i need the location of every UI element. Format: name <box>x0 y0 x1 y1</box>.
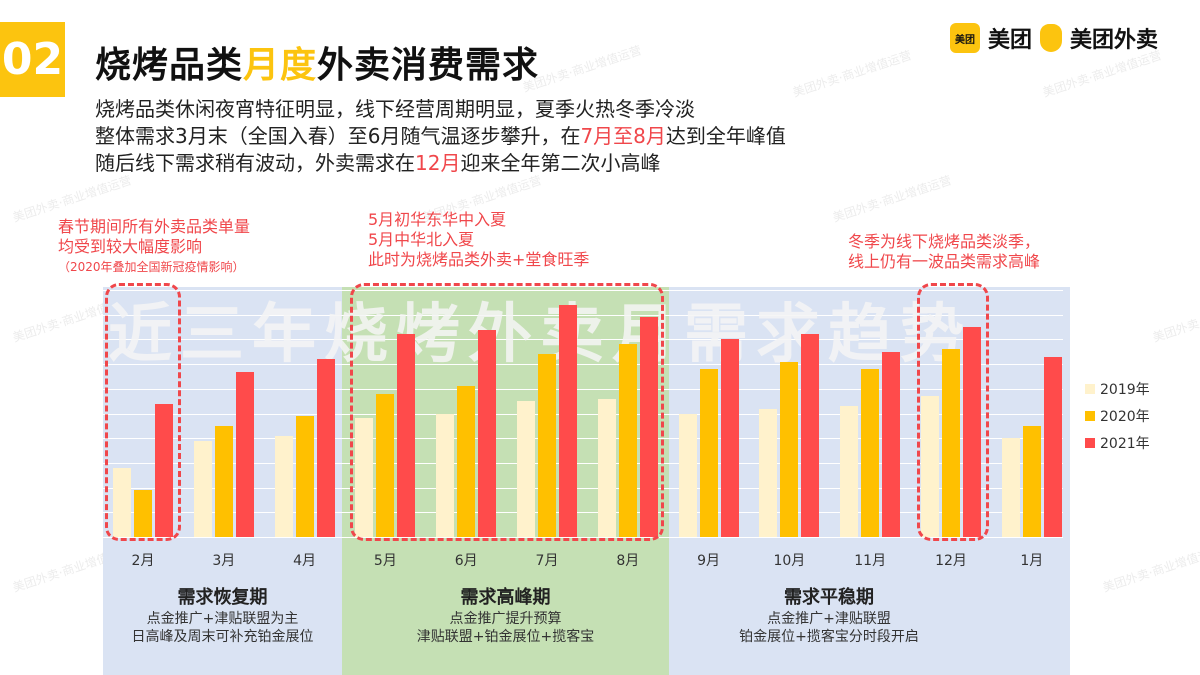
x-tick-label: 2月 <box>131 553 155 569</box>
bar-2019年-1月 <box>1001 438 1020 537</box>
bar-2021年-10月 <box>801 334 820 537</box>
waimai-bunny-icon <box>1040 24 1063 52</box>
bar-2019年-6月 <box>436 413 455 537</box>
bar-2020年-1月 <box>1022 425 1041 537</box>
highlight-box-dec <box>917 283 989 541</box>
bar-2021年-1月 <box>1043 356 1062 537</box>
bar-2021年-12月 <box>963 327 981 537</box>
x-tick-label: 10月 <box>773 553 806 569</box>
gridline <box>103 438 1063 440</box>
summary-line-1: 烧烤品类休闲夜宵特征明显，线下经营周期明显，夏季火热冬季冷淡 <box>95 97 695 121</box>
gridline <box>103 290 1063 291</box>
watermark-text: 美团外卖·商业增值运营 <box>831 173 954 225</box>
bar-2021年-3月 <box>235 371 254 537</box>
bar-2021年-4月 <box>316 359 335 537</box>
phase-stable: 需求平稳期 点金推广+津贴联盟 铂金展位+揽客宝分时段开启 <box>739 587 919 645</box>
bar-2019年-3月 <box>193 440 212 537</box>
bar-2019年-5月 <box>355 418 374 537</box>
gridline <box>103 388 1063 390</box>
gridline <box>103 537 1063 538</box>
chart-title-watermark: 近三年烧烤外卖月需求趋势 <box>108 298 972 372</box>
summary-text: 烧烤品类休闲夜宵特征明显，线下经营周期明显，夏季火热冬季冷淡 整体需求3月末（全… <box>95 96 786 177</box>
bar-2021年-6月 <box>478 329 497 537</box>
x-tick-label: 8月 <box>616 553 640 569</box>
gridline <box>103 364 1063 366</box>
meituan-logo-icon: 美团 <box>950 23 980 53</box>
x-tick-label: 9月 <box>697 553 721 569</box>
summary-line-3: 随后线下需求稍有波动，外卖需求在12月迎来全年第二次小高峰 <box>95 151 661 175</box>
gridline <box>103 512 1063 514</box>
gridline <box>103 487 1063 489</box>
bar-2020年-11月 <box>861 369 880 537</box>
gridline <box>103 314 1063 316</box>
x-tick-label: 6月 <box>454 553 478 569</box>
legend-swatch <box>1085 410 1095 421</box>
bar-2020年-6月 <box>457 386 476 537</box>
bar-2019年-10月 <box>759 408 778 537</box>
watermark-text: 美团外卖·商业增值运营 <box>1041 48 1164 100</box>
watermark-text: 美团外卖·商业增值运营 <box>1101 543 1200 595</box>
phase-peak: 需求高峰期 点金推广提升预算 津贴联盟+铂金展位+揽客宝 <box>416 587 595 645</box>
watermark-text: 美团外卖·商业增值运营 <box>791 48 914 100</box>
section-badge: 02 <box>0 22 65 97</box>
watermark-text: 美团外卖·商业增值运营 <box>1151 293 1200 345</box>
bar-2020年-2月 <box>134 490 152 537</box>
page-title: 烧烤品类月度外卖消费需求 <box>95 45 540 86</box>
bar-2020年-12月 <box>942 349 960 537</box>
annotation-spring-festival: 春节期间所有外卖品类单量 均受到较大幅度影响 （2020年叠加全国新冠疫情影响） <box>58 217 251 274</box>
x-tick-label: 5月 <box>373 553 397 569</box>
summary-line-2: 整体需求3月末（全国入春）至6月随气温逐步攀升，在7月至8月达到全年峰值 <box>95 124 786 148</box>
bar-2019年-11月 <box>840 406 859 537</box>
legend-swatch <box>1085 383 1095 394</box>
bar-2019年-8月 <box>597 398 616 537</box>
bar-2020年-10月 <box>780 361 799 537</box>
bar-2019年-7月 <box>517 401 535 537</box>
legend-swatch <box>1085 437 1095 448</box>
bar-2020年-4月 <box>295 415 314 537</box>
gridline <box>103 339 1063 341</box>
bar-2021年-8月 <box>639 317 658 537</box>
bar-2021年-2月 <box>155 403 173 537</box>
bar-2019年-4月 <box>274 435 293 537</box>
x-tick-label: 4月 <box>293 553 317 569</box>
legend-item-2021: 2021年 <box>1085 429 1150 456</box>
brand-logos: 美团 美团 美团外卖 <box>950 22 1158 54</box>
legend-item-2019: 2019年 <box>1085 375 1150 402</box>
bar-2021年-9月 <box>720 339 739 537</box>
bar-2020年-9月 <box>699 369 718 537</box>
bar-2020年-3月 <box>214 425 233 537</box>
bar-2020年-7月 <box>538 354 556 537</box>
bar-2020年-8月 <box>618 344 637 537</box>
gridline <box>103 462 1063 464</box>
highlight-box-feb <box>105 283 181 541</box>
bar-2019年-12月 <box>921 396 939 537</box>
meituan-logo-text: 美团 <box>988 28 1033 53</box>
bar-2021年-11月 <box>882 351 901 537</box>
annotation-summer: 5月初华东华中入夏 5月中华北入夏 此时为烧烤品类外卖+堂食旺季 <box>368 210 590 269</box>
waimai-logo-text: 美团外卖 <box>1070 28 1159 53</box>
x-tick-label: 12月 <box>935 553 967 569</box>
x-tick-label: 3月 <box>212 553 236 569</box>
bar-2019年-9月 <box>678 413 697 537</box>
x-tick-label: 7月 <box>535 553 559 569</box>
bar-2020年-5月 <box>376 393 395 537</box>
bar-2021年-5月 <box>397 334 416 537</box>
bar-2019年-2月 <box>113 467 131 537</box>
legend-item-2020: 2020年 <box>1085 402 1150 429</box>
highlight-box-may-aug <box>350 283 664 541</box>
chart-legend: 2019年 2020年 2021年 <box>1085 375 1150 456</box>
annotation-winter: 冬季为线下烧烤品类淡季， 线上仍有一波品类需求高峰 <box>848 232 1041 271</box>
phase-recovery: 需求恢复期 点金推广+津贴联盟为主 日高峰及周末可补充铂金展位 <box>131 587 314 645</box>
bar-2021年-7月 <box>559 304 577 537</box>
x-tick-label: 1月 <box>1020 553 1044 569</box>
gridline <box>103 413 1063 415</box>
x-tick-label: 11月 <box>854 553 887 569</box>
